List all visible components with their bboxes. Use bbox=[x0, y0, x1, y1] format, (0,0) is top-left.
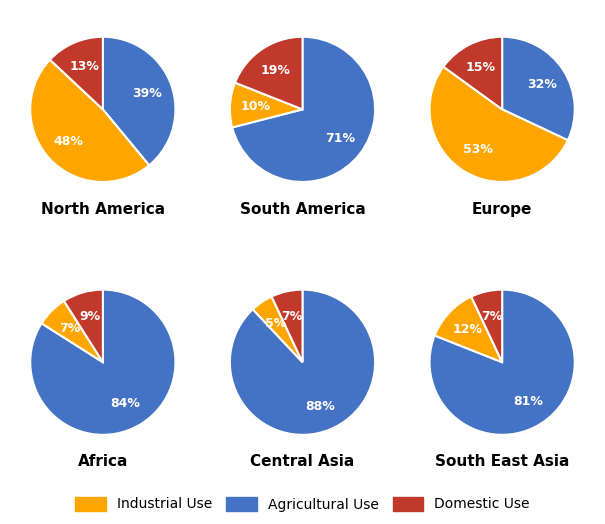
Legend: Industrial Use, Agricultural Use, Domestic Use: Industrial Use, Agricultural Use, Domest… bbox=[70, 491, 535, 517]
Wedge shape bbox=[30, 60, 149, 182]
Text: 32%: 32% bbox=[527, 78, 557, 91]
Text: 48%: 48% bbox=[53, 135, 83, 148]
Wedge shape bbox=[50, 37, 103, 110]
Wedge shape bbox=[430, 67, 568, 182]
Text: 71%: 71% bbox=[325, 132, 355, 145]
Wedge shape bbox=[235, 37, 302, 110]
Wedge shape bbox=[272, 290, 302, 362]
Text: 15%: 15% bbox=[466, 61, 495, 74]
Wedge shape bbox=[253, 297, 302, 362]
Title: Europe: Europe bbox=[472, 202, 532, 216]
Wedge shape bbox=[434, 297, 502, 362]
Title: North America: North America bbox=[41, 202, 165, 216]
Title: South East Asia: South East Asia bbox=[435, 454, 569, 470]
Text: 53%: 53% bbox=[463, 144, 493, 157]
Title: Central Asia: Central Asia bbox=[250, 454, 355, 470]
Text: 7%: 7% bbox=[481, 310, 503, 323]
Text: 10%: 10% bbox=[240, 100, 270, 113]
Text: 13%: 13% bbox=[69, 60, 99, 72]
Text: 7%: 7% bbox=[59, 322, 80, 335]
Title: Africa: Africa bbox=[77, 454, 128, 470]
Wedge shape bbox=[443, 37, 502, 110]
Text: 7%: 7% bbox=[281, 310, 303, 323]
Text: 39%: 39% bbox=[132, 87, 162, 100]
Wedge shape bbox=[430, 290, 575, 435]
Text: 5%: 5% bbox=[266, 316, 287, 330]
Text: 19%: 19% bbox=[261, 64, 291, 77]
Title: South America: South America bbox=[240, 202, 365, 216]
Wedge shape bbox=[502, 37, 575, 140]
Text: 81%: 81% bbox=[514, 395, 544, 408]
Wedge shape bbox=[30, 290, 175, 435]
Wedge shape bbox=[230, 290, 375, 435]
Wedge shape bbox=[64, 290, 103, 362]
Wedge shape bbox=[232, 37, 375, 182]
Text: 88%: 88% bbox=[305, 400, 335, 412]
Wedge shape bbox=[471, 290, 502, 362]
Text: 12%: 12% bbox=[453, 323, 483, 336]
Wedge shape bbox=[230, 83, 302, 127]
Text: 84%: 84% bbox=[111, 397, 140, 410]
Text: 9%: 9% bbox=[79, 310, 100, 323]
Wedge shape bbox=[42, 301, 103, 362]
Wedge shape bbox=[103, 37, 175, 165]
